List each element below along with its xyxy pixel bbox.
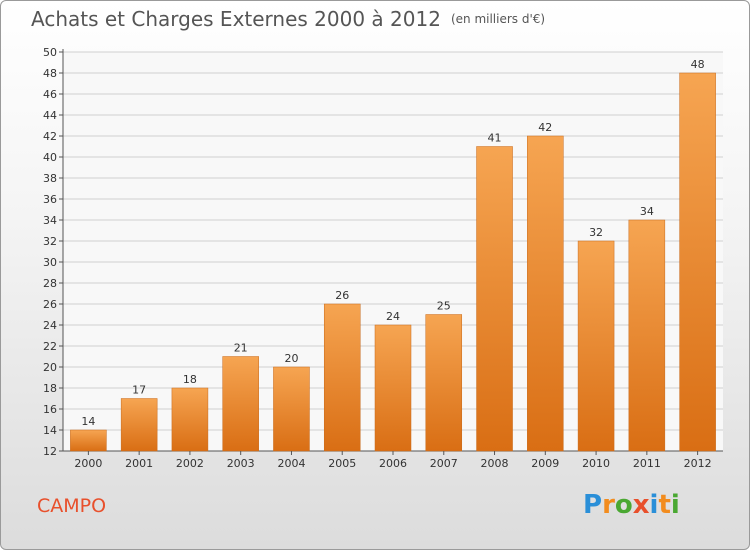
bar [577, 240, 615, 452]
y-tick-label: 34 [43, 214, 57, 227]
y-tick-label: 48 [43, 67, 57, 80]
chart-title: Achats et Charges Externes 2000 à 2012 (e… [31, 7, 545, 31]
bar-value-label: 21 [234, 342, 248, 355]
y-tick-label: 24 [43, 319, 57, 332]
y-tick-label: 50 [43, 46, 57, 59]
y-tick-label: 36 [43, 193, 57, 206]
x-tick-label: 2001 [125, 457, 153, 470]
bar-value-label: 14 [81, 415, 95, 428]
bar-value-label: 34 [640, 205, 654, 218]
bar-value-label: 26 [335, 289, 349, 302]
y-tick-label: 22 [43, 340, 57, 353]
y-tick-label: 38 [43, 172, 57, 185]
chart-subtitle: (en milliers d'€) [450, 12, 546, 26]
bar [374, 324, 412, 452]
bar-value-label: 24 [386, 310, 400, 323]
bar [628, 219, 666, 452]
y-tick-label: 44 [43, 109, 57, 122]
x-tick-label: 2003 [227, 457, 255, 470]
x-tick-label: 2000 [74, 457, 102, 470]
y-tick-label: 40 [43, 151, 57, 164]
city-name: CAMPO [37, 495, 107, 517]
bar-value-label: 18 [183, 373, 197, 386]
x-tick-label: 2011 [633, 457, 661, 470]
x-tick-label: 2006 [379, 457, 407, 470]
bar-value-label: 20 [284, 352, 298, 365]
bar-value-label: 48 [691, 58, 705, 71]
y-tick-label: 42 [43, 130, 57, 143]
bar [120, 398, 158, 452]
proxiti-logo: Proxiti [583, 490, 680, 520]
y-tick-label: 30 [43, 256, 57, 269]
x-tick-label: 2012 [684, 457, 712, 470]
x-tick-label: 2010 [582, 457, 610, 470]
x-tick-label: 2009 [531, 457, 559, 470]
y-tick-label: 14 [43, 424, 57, 437]
logo-letter: x [632, 490, 650, 520]
bar [679, 72, 716, 452]
y-tick-label: 26 [43, 298, 57, 311]
logo-letter: t [658, 490, 671, 520]
bar [476, 146, 513, 452]
y-tick-label: 28 [43, 277, 57, 290]
x-tick-label: 2004 [277, 457, 305, 470]
bar-value-label: 17 [132, 384, 146, 397]
y-tick-label: 20 [43, 361, 57, 374]
y-tick-label: 32 [43, 235, 57, 248]
x-tick-label: 2005 [328, 457, 356, 470]
chart-title-text: Achats et Charges Externes 2000 à 2012 [31, 7, 441, 31]
x-tick-label: 2008 [481, 457, 509, 470]
y-tick-label: 16 [43, 403, 57, 416]
bar [222, 356, 259, 452]
x-tick-label: 2007 [430, 457, 458, 470]
x-tick-label: 2002 [176, 457, 204, 470]
bar-value-label: 41 [488, 132, 502, 145]
bar-value-label: 42 [538, 121, 552, 134]
logo-letter: o [614, 490, 633, 520]
logo-letter: i [670, 490, 680, 520]
bar-value-label: 25 [437, 300, 451, 313]
bar-value-label: 32 [589, 226, 603, 239]
bar [323, 303, 361, 452]
y-tick-label: 46 [43, 88, 57, 101]
bar [171, 387, 209, 452]
bar [527, 135, 564, 452]
bar [70, 429, 107, 452]
logo-letter: i [649, 490, 659, 520]
y-tick-label: 18 [43, 382, 57, 395]
logo-letter: r [602, 490, 615, 520]
y-tick-label: 12 [43, 445, 57, 458]
bar [425, 314, 463, 452]
bar [273, 366, 310, 452]
logo-letter: P [583, 490, 603, 520]
